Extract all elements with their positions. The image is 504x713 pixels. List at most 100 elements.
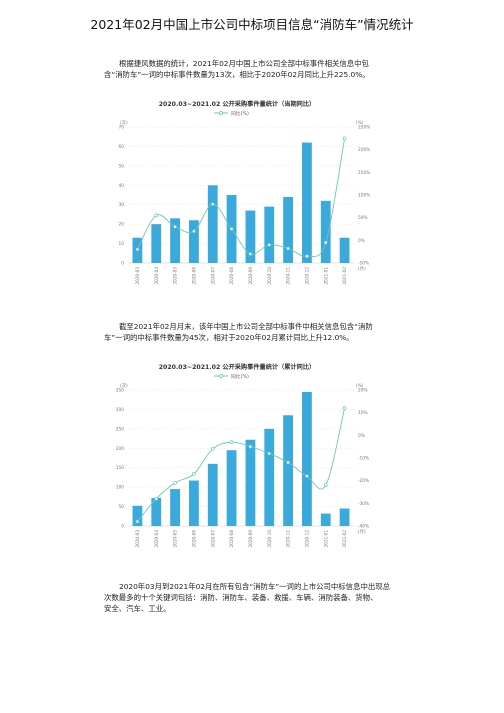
chart-1-svg: 2020.03~2021.02 公开采购事件量统计（当期同比） 同比(%) (次) (… [119, 100, 370, 285]
document-title: 2021年02月中国上市公司中标项目信息“消防车”情况统计 [90, 17, 414, 32]
yoy-point [267, 243, 272, 247]
y-tick-right-label: 20% [358, 388, 368, 394]
x-tick-label: 2020-04 [154, 530, 159, 548]
y-tick-left-label: 30 [119, 202, 125, 208]
bar [151, 498, 162, 526]
y-tick-left-label: 150 [116, 465, 124, 471]
yoy-point [210, 447, 215, 451]
x-tick-label: 2020-06 [191, 267, 196, 285]
x-tick-label: 2021-02 [342, 267, 347, 285]
yoy-point [286, 460, 290, 465]
bar [302, 391, 312, 526]
yoy-point [210, 202, 215, 206]
x-tick-label: 2020-07 [210, 530, 215, 548]
x-axis-unit: (月) [358, 529, 366, 535]
y-axis-left-unit: (次) [120, 382, 128, 389]
bar [264, 206, 275, 263]
x-tick-label: 2020-03 [135, 530, 140, 548]
y-tick-right-label: 200% [358, 147, 370, 153]
y-tick-right-label: 50% [358, 215, 368, 221]
y-tick-right-label: 10% [358, 410, 368, 416]
y-axis-left-unit: (次) [120, 119, 128, 126]
bar [226, 450, 237, 526]
x-tick-label: 2020-08 [229, 530, 234, 548]
x-tick-label: 2020-11 [286, 530, 291, 548]
paragraph-3: 2020年03月到2021年02月在所有包含“消防车”一词的上市公司中标信息中出… [104, 582, 391, 613]
bar [207, 185, 218, 263]
yoy-point [154, 213, 159, 218]
yoy-line [137, 138, 346, 258]
x-tick-label: 2020-05 [173, 267, 178, 285]
yoy-point [192, 229, 196, 234]
y-tick-right-label: 150% [358, 170, 370, 176]
bar [320, 513, 331, 526]
yoy-line [137, 408, 346, 522]
y-tick-left-label: 70 [119, 125, 125, 131]
y-tick-left-label: 300 [116, 407, 124, 413]
x-tick-label: 2020-08 [229, 267, 234, 285]
yoy-point [192, 472, 196, 476]
yoy-point [135, 247, 140, 252]
x-tick-label: 2020-04 [154, 267, 159, 285]
paragraph-2: 截至2021年02月月末，该年中国上市公司全部中标事件中相关信息包含“消防 车”… [104, 322, 373, 342]
yoy-point [267, 451, 272, 456]
x-tick-label: 2020-11 [286, 267, 291, 285]
y-tick-left-label: 10 [119, 241, 125, 247]
legend-label: 同比(%) [231, 373, 249, 380]
yoy-point [154, 496, 159, 501]
y-tick-right-label: -50% [358, 261, 369, 267]
x-tick-label: 2021-01 [323, 530, 328, 548]
chart-2-svg: 2020.03~2021.02 公开采购事件量统计（累计同比） 同比(%) (次) (… [116, 363, 369, 548]
x-tick-label: 2020-09 [248, 267, 253, 285]
paragraph-1: 根据捷风数据的统计，2021年02月中国上市公司全部中标事件相关信息中包 含“消… [104, 59, 370, 79]
x-tick-label: 2020-03 [135, 267, 140, 285]
y-axis-right-unit: (%) [356, 383, 364, 389]
yoy-point [135, 519, 140, 524]
chart-title: 2020.03~2021.02 公开采购事件量统计（累计同比） [159, 363, 316, 371]
x-tick-label: 2020-10 [267, 267, 272, 285]
y-tick-right-label: -10% [358, 456, 369, 462]
yoy-point [305, 474, 309, 478]
y-tick-left-label: 350 [116, 388, 124, 394]
yoy-point [305, 254, 309, 259]
y-tick-left-label: 50 [119, 504, 125, 510]
bar [170, 489, 180, 526]
bar [245, 210, 256, 263]
yoy-point [342, 406, 347, 410]
yoy-point [173, 224, 177, 229]
yoy-point [229, 440, 234, 444]
bar [170, 218, 180, 263]
yoy-point [229, 227, 234, 231]
y-tick-left-label: 60 [119, 144, 125, 150]
y-tick-left-label: 50 [119, 163, 125, 169]
bar [283, 196, 293, 263]
bar [207, 463, 218, 526]
legend-label: 同比(%) [231, 110, 249, 117]
y-tick-left-label: 20 [119, 222, 125, 228]
bar [339, 237, 350, 263]
bar [245, 439, 256, 526]
yoy-point [248, 252, 253, 256]
x-tick-label: 2020-05 [173, 530, 178, 548]
yoy-point [286, 246, 290, 251]
bar [302, 142, 312, 263]
bar [320, 200, 331, 263]
y-tick-right-label: -40% [358, 524, 369, 530]
bar [339, 508, 350, 526]
bar [132, 505, 143, 526]
y-tick-left-label: 0 [121, 261, 124, 267]
chart-2: 2020.03~2021.02 公开采购事件量统计（累计同比） 同比(%) (次) (… [104, 360, 370, 550]
yoy-point [342, 136, 347, 141]
legend-marker [219, 110, 224, 115]
chart-1: 2020.03~2021.02 公开采购事件量统计（当期同比） 同比(%) (次) (… [104, 97, 370, 287]
y-tick-left-label: 200 [116, 446, 124, 452]
yoy-point [173, 481, 177, 485]
x-tick-label: 2021-02 [342, 530, 347, 548]
y-axis-right-unit: (%) [356, 120, 364, 126]
x-tick-label: 2020-10 [267, 530, 272, 548]
y-tick-right-label: -20% [358, 478, 369, 484]
legend-marker [219, 373, 224, 378]
y-tick-left-label: 40 [119, 183, 125, 189]
chart-title: 2020.03~2021.02 公开采购事件量统计（当期同比） [159, 100, 316, 108]
y-tick-right-label: 100% [358, 193, 370, 199]
